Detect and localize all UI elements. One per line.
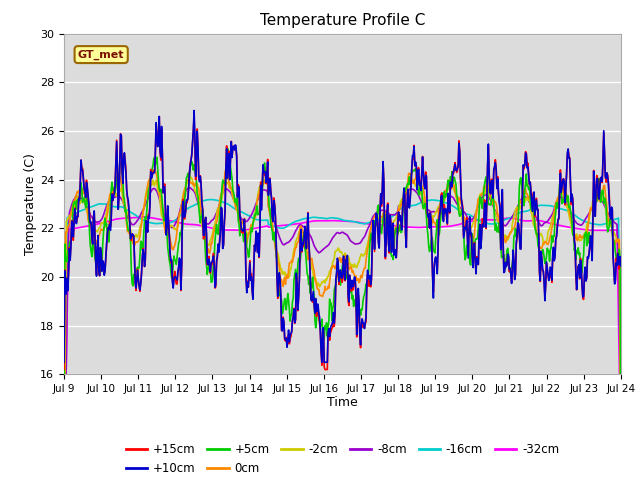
+10cm <box>184 196 192 202</box>
+15cm <box>428 218 435 224</box>
+10cm <box>70 219 78 225</box>
Text: GT_met: GT_met <box>78 49 124 60</box>
+10cm <box>617 263 625 269</box>
+10cm <box>411 163 419 168</box>
-16cm <box>184 205 192 211</box>
-32cm <box>428 224 435 230</box>
0cm <box>214 217 221 223</box>
0cm <box>60 448 68 454</box>
-2cm <box>428 218 435 224</box>
-8cm <box>617 479 625 480</box>
-2cm <box>214 206 222 212</box>
+5cm <box>428 239 435 245</box>
+10cm <box>60 360 68 365</box>
-2cm <box>184 180 192 186</box>
-2cm <box>186 174 194 180</box>
+10cm <box>214 241 222 247</box>
-16cm <box>70 212 78 217</box>
-16cm <box>214 198 222 204</box>
+5cm <box>127 269 135 275</box>
+15cm <box>70 217 78 223</box>
-2cm <box>411 181 419 187</box>
X-axis label: Time: Time <box>327 396 358 408</box>
+15cm <box>617 263 625 268</box>
0cm <box>411 177 419 182</box>
-32cm <box>70 226 78 231</box>
-2cm <box>617 413 625 419</box>
+15cm <box>411 163 419 169</box>
-16cm <box>127 210 135 216</box>
0cm <box>222 166 230 172</box>
-8cm <box>70 197 78 203</box>
Line: -32cm: -32cm <box>64 217 621 480</box>
0cm <box>127 232 135 238</box>
+15cm <box>127 238 135 243</box>
+5cm <box>411 168 419 174</box>
-16cm <box>617 420 625 425</box>
+5cm <box>60 416 68 422</box>
Line: 0cm: 0cm <box>64 169 621 451</box>
-16cm <box>411 203 419 208</box>
-32cm <box>617 449 625 455</box>
+5cm <box>214 230 221 236</box>
-2cm <box>127 231 135 237</box>
+15cm <box>185 184 193 190</box>
-32cm <box>185 221 193 227</box>
Title: Temperature Profile C: Temperature Profile C <box>260 13 425 28</box>
-32cm <box>139 214 147 220</box>
-8cm <box>184 186 192 192</box>
+10cm <box>428 218 435 224</box>
0cm <box>184 178 192 183</box>
Legend: +15cm, +10cm, +5cm, 0cm, -2cm, -8cm, -16cm, -32cm: +15cm, +10cm, +5cm, 0cm, -2cm, -8cm, -16… <box>121 438 564 480</box>
0cm <box>428 222 435 228</box>
+15cm <box>156 114 163 120</box>
-8cm <box>214 206 222 212</box>
-32cm <box>127 215 135 221</box>
Line: -8cm: -8cm <box>64 188 621 480</box>
+15cm <box>60 367 68 372</box>
0cm <box>70 198 78 204</box>
-8cm <box>127 221 135 227</box>
-16cm <box>209 197 216 203</box>
-32cm <box>411 225 419 230</box>
+15cm <box>214 242 222 248</box>
-8cm <box>428 209 435 215</box>
-16cm <box>428 197 435 203</box>
+5cm <box>184 170 192 176</box>
-2cm <box>70 205 78 211</box>
Line: +10cm: +10cm <box>64 110 621 362</box>
Line: -2cm: -2cm <box>64 177 621 480</box>
Line: -16cm: -16cm <box>64 200 621 480</box>
0cm <box>617 448 625 454</box>
+10cm <box>127 234 135 240</box>
+10cm <box>190 108 198 113</box>
-8cm <box>411 188 419 193</box>
+5cm <box>617 428 625 433</box>
+5cm <box>225 146 232 152</box>
+5cm <box>70 200 78 205</box>
Line: +5cm: +5cm <box>64 149 621 431</box>
Line: +15cm: +15cm <box>64 117 621 370</box>
-32cm <box>214 227 222 232</box>
Y-axis label: Temperature (C): Temperature (C) <box>24 153 37 255</box>
-8cm <box>186 185 193 191</box>
